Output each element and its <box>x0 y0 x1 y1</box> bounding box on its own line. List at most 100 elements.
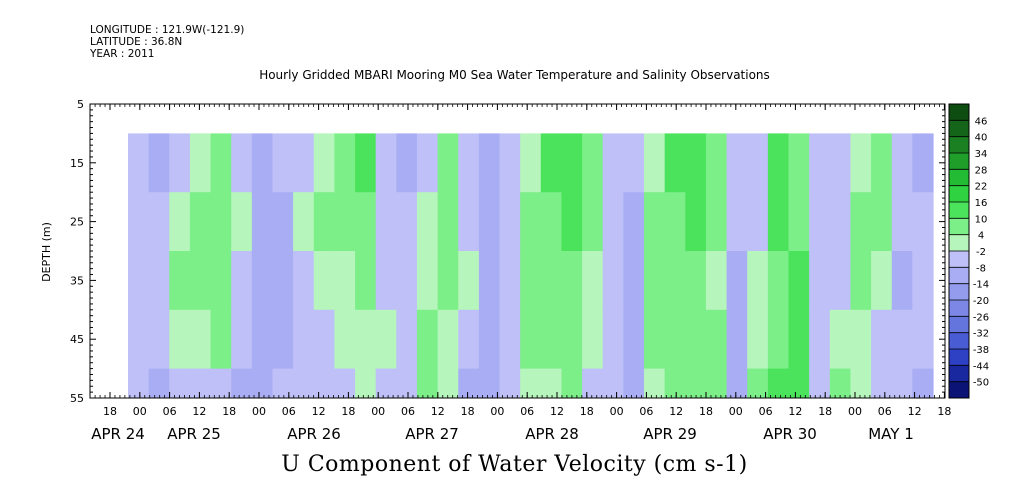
heatmap-cell <box>540 251 563 311</box>
heatmap-cell <box>375 251 397 311</box>
heatmap-cell <box>767 368 790 398</box>
x-hour-label: 00 <box>371 405 385 418</box>
heatmap-cell <box>891 251 913 311</box>
x-hour-label: 06 <box>878 405 892 418</box>
x-hour-label: 12 <box>669 405 683 418</box>
heatmap-cell <box>664 368 686 398</box>
heatmap-cell <box>664 192 686 252</box>
heatmap-cell <box>272 192 294 252</box>
heatmap-cell <box>871 368 893 398</box>
heatmap-cell <box>561 192 583 252</box>
heatmap-cell <box>458 192 480 252</box>
x-hour-label: 18 <box>341 405 355 418</box>
heatmap-cell <box>355 309 377 370</box>
x-hour-label: 06 <box>163 405 177 418</box>
heatmap-cell <box>499 192 521 252</box>
heatmap-cell <box>499 251 521 311</box>
heatmap-cell <box>313 192 336 252</box>
heatmap-cell <box>767 133 790 193</box>
colorbar-swatch <box>949 316 969 334</box>
heatmap-cell <box>747 192 769 252</box>
heatmap-cell <box>293 192 315 252</box>
x-date-label: APR 28 <box>525 425 579 443</box>
heatmap-cell <box>561 251 583 311</box>
colorbar-label: 40 <box>975 133 988 144</box>
x-hour-label: 06 <box>759 405 773 418</box>
heatmap-cell <box>871 309 893 370</box>
heatmap-cell <box>128 133 150 193</box>
heatmap-cell <box>313 368 336 398</box>
colorbar-label: 34 <box>975 149 988 160</box>
y-tick-label: 25 <box>70 216 84 229</box>
heatmap-cell <box>561 368 583 398</box>
x-hour-label: 00 <box>490 405 504 418</box>
heatmap-cell <box>644 251 666 311</box>
heatmap-cell <box>355 251 377 311</box>
x-hour-label: 00 <box>848 405 862 418</box>
heatmap-cell <box>850 309 872 370</box>
heatmap-cell <box>891 192 913 252</box>
colorbar-swatch <box>949 251 969 268</box>
x-hour-label: 12 <box>550 405 564 418</box>
heatmap-cell <box>355 368 377 398</box>
colorbar-swatch <box>949 153 969 170</box>
heatmap-cell <box>396 251 418 311</box>
heatmap-cell <box>705 251 728 311</box>
chart-title: Hourly Gridded MBARI Mooring M0 Sea Wate… <box>259 68 770 82</box>
heatmap-cell <box>334 309 356 370</box>
heatmap-cell <box>747 368 769 398</box>
heatmap-cell <box>602 192 624 252</box>
heatmap-cell <box>520 133 542 193</box>
x-hour-label: 18 <box>103 405 117 418</box>
colorbar-label: -32 <box>973 329 989 340</box>
heatmap-cell <box>478 133 501 193</box>
heatmap-cell <box>726 133 748 193</box>
heatmap-cell <box>313 133 336 193</box>
heatmap-cell <box>871 192 893 252</box>
heatmap-cell <box>231 133 253 193</box>
heatmap-cell <box>602 133 624 193</box>
x-hour-label: 18 <box>937 405 951 418</box>
heatmap-cell <box>767 192 790 252</box>
heatmap-cell <box>809 251 831 311</box>
heatmap-cell <box>396 192 418 252</box>
heatmap-cell <box>128 309 150 370</box>
heatmap-cell <box>602 309 624 370</box>
heatmap-cell <box>231 309 253 370</box>
year-label: YEAR : 2011 <box>90 48 155 60</box>
heatmap-cell <box>809 368 831 398</box>
heatmap-cell <box>231 368 253 398</box>
heatmap-cell <box>788 368 810 398</box>
x-date-label: APR 26 <box>287 425 341 443</box>
heatmap-cell <box>272 133 294 193</box>
heatmap-cell <box>251 251 274 311</box>
heatmap-cell <box>582 192 604 252</box>
heatmap-cell <box>334 251 356 311</box>
heatmap-cell <box>685 251 707 311</box>
heatmap-cell <box>478 368 501 398</box>
heatmap-cell <box>685 192 707 252</box>
heatmap-cell <box>726 192 748 252</box>
heatmap-cell <box>726 251 748 311</box>
heatmap-cell <box>313 309 336 370</box>
heatmap-cell <box>871 133 893 193</box>
heatmap-cell <box>272 251 294 311</box>
colorbar-label: 10 <box>975 214 988 225</box>
heatmap-cell <box>148 309 170 370</box>
heatmap-cell <box>520 192 542 252</box>
heatmap-cell <box>705 368 728 398</box>
heatmap-cell <box>705 192 728 252</box>
heatmap-cell <box>912 251 934 311</box>
heatmap-cell <box>458 368 480 398</box>
colorbar-swatch <box>949 218 969 236</box>
heatmap-cell <box>623 192 645 252</box>
colorbar-label: 16 <box>975 198 988 209</box>
heatmap-cell <box>788 309 810 370</box>
heatmap-cell <box>644 368 666 398</box>
colorbar-swatch <box>949 120 969 138</box>
colorbar-swatch <box>949 349 969 366</box>
heatmap-cell <box>189 368 212 398</box>
heatmap-cell <box>437 192 459 252</box>
x-hour-label: 06 <box>639 405 653 418</box>
heatmap-cell <box>891 133 913 193</box>
